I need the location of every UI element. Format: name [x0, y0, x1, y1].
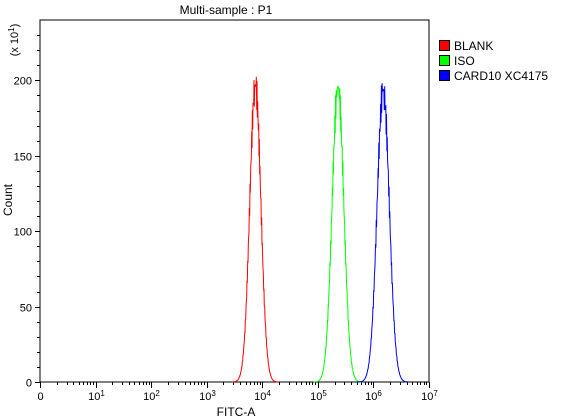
y-tick-label: 200	[14, 76, 32, 88]
legend-swatch	[439, 40, 450, 51]
y-axis-ticks: 0 50 100 150 200	[14, 35, 40, 390]
legend-item-card10: CARD10 XC4175	[439, 68, 548, 83]
plot-frame	[39, 19, 430, 383]
x-tick-label: 106	[365, 389, 382, 404]
y-tick-label: 100	[14, 227, 32, 239]
legend: BLANK ISO CARD10 XC4175	[439, 38, 548, 83]
y-tick-label: 150	[14, 152, 32, 164]
x-axis-label: FITC-A	[217, 405, 256, 419]
y-tick-label: 50	[20, 303, 32, 315]
chart-title: Multi-sample : P1	[180, 3, 273, 17]
y-axis-label: Count	[1, 183, 15, 216]
x-tick-label: 105	[310, 389, 327, 404]
legend-swatch	[439, 55, 450, 66]
x-tick-label: 103	[199, 389, 216, 404]
x-tick-label: 104	[254, 389, 271, 404]
x-tick-label: 102	[143, 389, 160, 404]
x-axis-ticks: 0 101 102 103 104 105 106 107	[37, 382, 438, 403]
series-layer	[231, 76, 410, 383]
y-multiplier-label: (x 101)	[7, 24, 22, 57]
y-tick-label: 0	[26, 378, 32, 390]
legend-item-iso: ISO	[439, 53, 548, 68]
plot-border	[39, 19, 430, 383]
legend-label: ISO	[454, 53, 475, 68]
series-curve-iso	[313, 85, 363, 383]
x-tick-label: 101	[88, 389, 105, 404]
legend-label: BLANK	[454, 38, 494, 53]
legend-item-blank: BLANK	[439, 38, 548, 53]
series-curve-card10-xc4175	[357, 83, 410, 383]
legend-swatch	[439, 70, 450, 81]
legend-label: CARD10 XC4175	[454, 68, 549, 83]
series-curve-blank	[231, 76, 279, 383]
x-tick-label: 0	[37, 391, 43, 403]
x-tick-label: 107	[421, 389, 438, 404]
